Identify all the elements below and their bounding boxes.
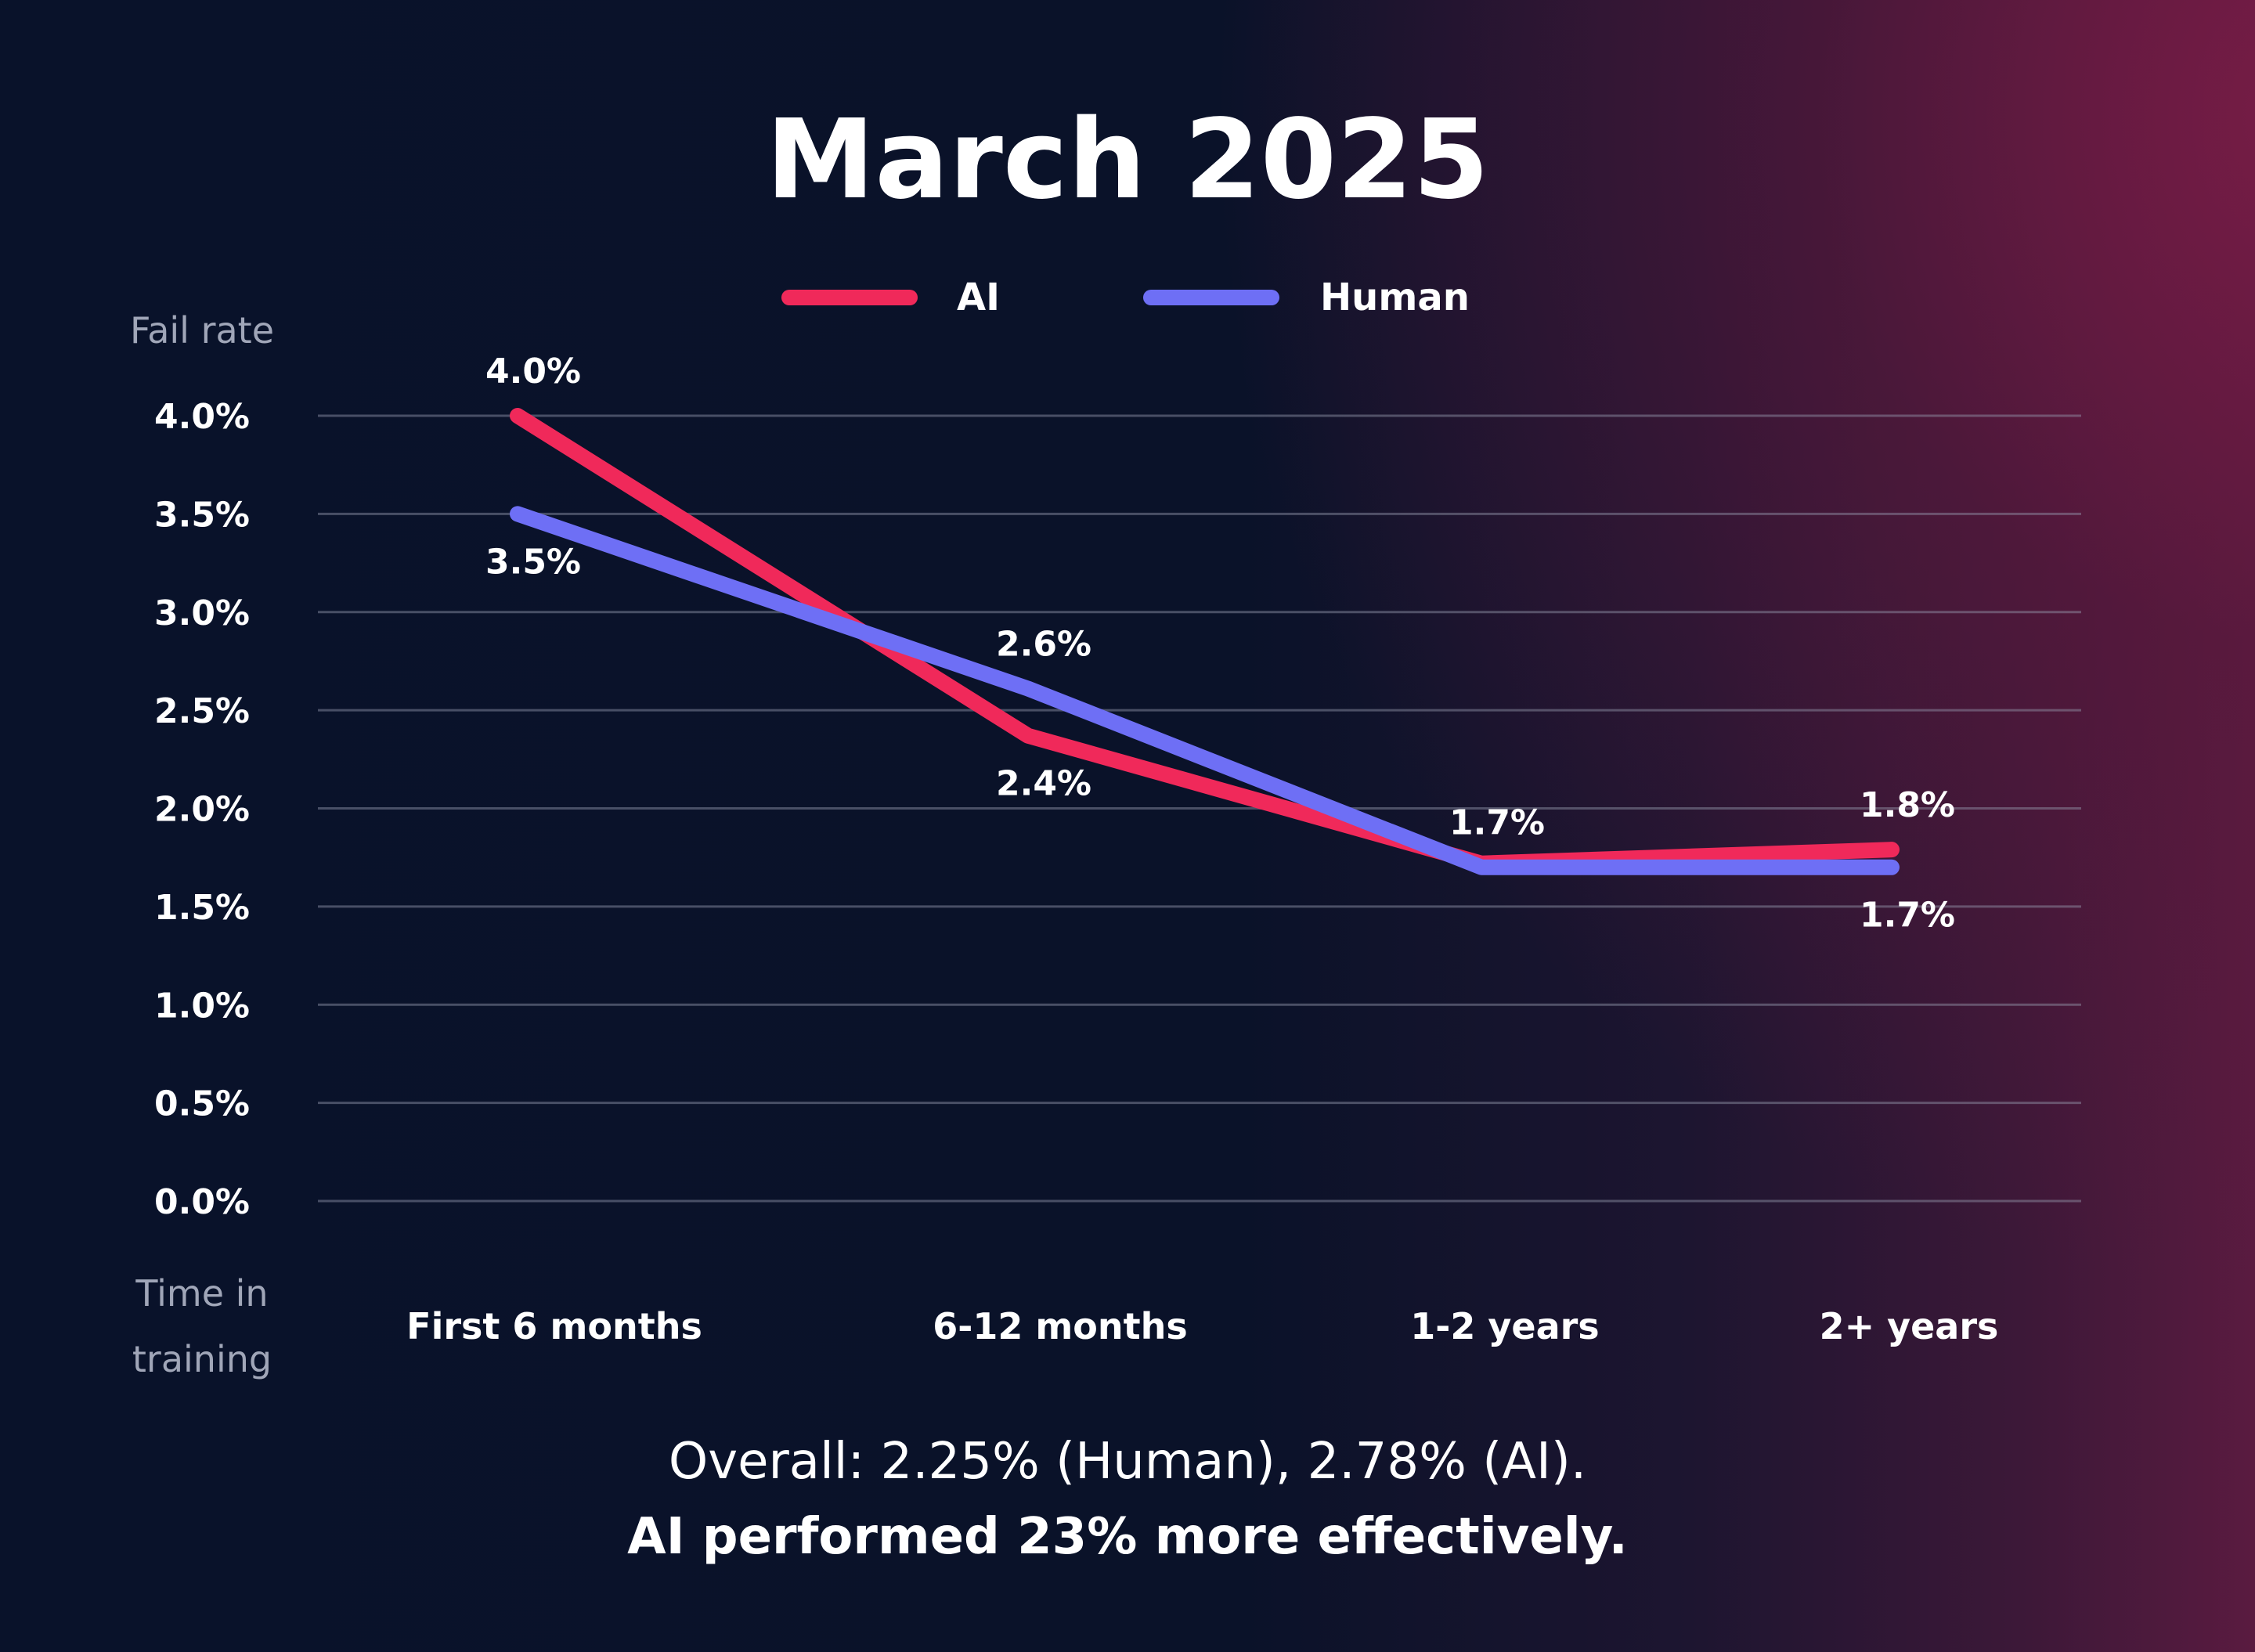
- y-tick-label: 1.0%: [154, 986, 250, 1026]
- y-tick-label: 3.5%: [154, 495, 250, 535]
- series-line-human: [510, 506, 1900, 875]
- y-axis-label: Fail rate: [130, 309, 274, 352]
- data-label-human: 1.7%: [1860, 896, 1955, 936]
- series-line-ai: [510, 408, 1900, 871]
- x-axis-label-line1: Time in: [135, 1272, 268, 1315]
- y-tick-label: 3.0%: [154, 593, 250, 633]
- legend-label-human: Human: [1320, 276, 1470, 319]
- data-label-human: 2.6%: [996, 625, 1091, 665]
- data-label-ai: 2.4%: [996, 764, 1091, 804]
- x-tick-label: 1-2 years: [1410, 1305, 1599, 1347]
- data-label-human: 3.5%: [485, 542, 581, 582]
- conclusion: AI performed 23% more effectively.: [627, 1508, 1628, 1566]
- x-tick-label: 6-12 months: [933, 1305, 1188, 1347]
- x-tick-label: 2+ years: [1820, 1305, 1999, 1347]
- legend: AI Human: [781, 276, 1470, 319]
- chart-title: March 2025: [766, 96, 1489, 224]
- y-tick-label: 4.0%: [154, 397, 250, 437]
- legend-label-ai: AI: [957, 276, 1000, 319]
- y-tick-label: 1.5%: [154, 888, 250, 928]
- y-tick-label: 0.0%: [154, 1182, 250, 1222]
- overall-summary: Overall: 2.25% (Human), 2.78% (AI).: [669, 1433, 1586, 1491]
- x-tick-label: First 6 months: [406, 1305, 702, 1347]
- y-tick-label: 2.0%: [154, 790, 250, 830]
- y-tick-label: 0.5%: [154, 1084, 250, 1124]
- x-axis-label-line2: training: [132, 1338, 272, 1380]
- data-label-ai: 1.8%: [1860, 785, 1955, 825]
- y-tick-label: 2.5%: [154, 691, 250, 731]
- data-label-ai: 4.0%: [485, 352, 581, 391]
- data-label-human: 1.7%: [1449, 803, 1545, 843]
